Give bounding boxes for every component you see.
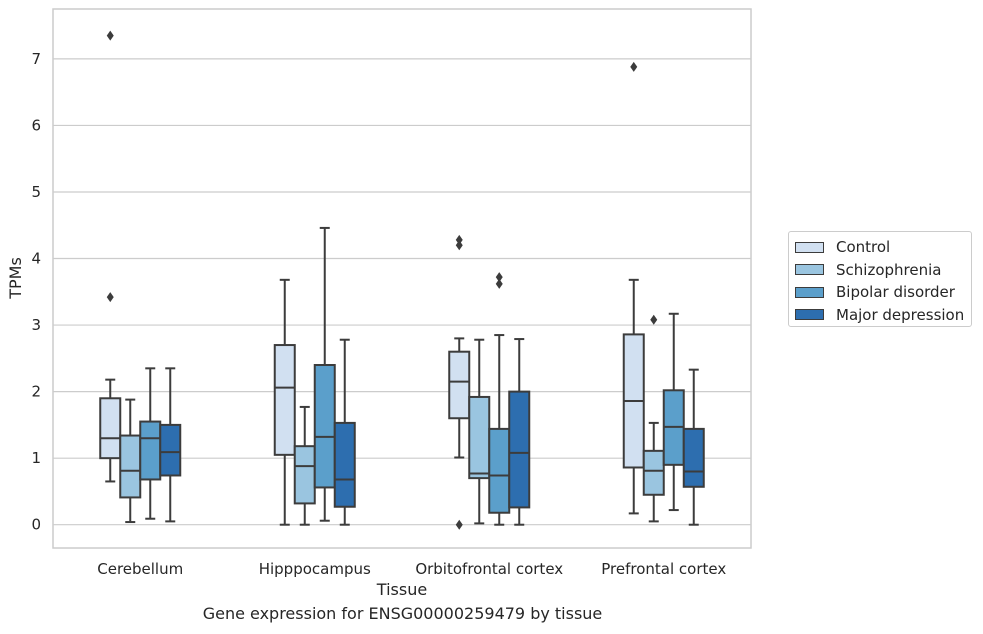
box-iqr	[468, 395, 491, 480]
x-tick-label: Cerebellum	[97, 560, 183, 578]
legend-swatch	[795, 264, 824, 276]
box-iqr	[642, 449, 665, 496]
boxes	[99, 30, 705, 530]
box-0-2	[139, 367, 162, 520]
box-iqr	[139, 420, 162, 481]
box-iqr	[293, 445, 316, 505]
legend-label: Major depression	[836, 305, 965, 324]
y-tick-label: 6	[31, 116, 41, 134]
y-tick-label: 5	[31, 183, 41, 201]
box-iqr	[99, 397, 122, 460]
box-3-2	[662, 312, 685, 512]
plot-frame	[52, 8, 752, 549]
box-iqr	[448, 350, 471, 420]
box-1-1	[293, 405, 316, 526]
box-1-0	[273, 278, 296, 526]
x-tick-label: Hipppocampus	[259, 560, 371, 578]
box-iqr	[682, 427, 705, 488]
box-iqr	[333, 421, 356, 508]
box-3-0	[622, 61, 645, 515]
y-tick-labels: 0 1 2 3 4 5 6 7	[31, 50, 41, 534]
legend-label: Bipolar disorder	[836, 283, 955, 302]
legend-swatch	[795, 286, 824, 298]
box-1-3	[333, 338, 356, 526]
box-iqr	[508, 390, 531, 509]
y-tick-label: 1	[31, 449, 41, 467]
box-2-3	[508, 338, 531, 526]
outlier-point	[455, 240, 463, 251]
box-2-2	[488, 272, 511, 526]
legend-label: Schizophrenia	[836, 260, 942, 279]
box-iqr	[119, 434, 142, 499]
box-iqr	[159, 423, 182, 477]
x-tick-label: Orbitofrontal cortex	[415, 560, 563, 578]
legend-item: Schizophrenia	[795, 259, 965, 282]
box-0-1	[119, 398, 142, 524]
box-3-1	[642, 314, 665, 523]
y-axis-title: TPMs	[6, 257, 25, 300]
box-2-0	[448, 234, 471, 530]
box-iqr	[488, 427, 511, 514]
legend: Control Schizophrenia Bipolar disorder Majo…	[788, 231, 972, 327]
y-tick-label: 2	[31, 383, 41, 401]
x-axis-title: Tissue	[376, 580, 427, 599]
outlier-point	[106, 292, 114, 303]
x-tick-label: Prefrontal cortex	[601, 560, 726, 578]
y-tick-label: 7	[31, 50, 41, 68]
outlier-point	[106, 30, 114, 41]
box-0-3	[159, 367, 182, 523]
box-1-2	[313, 226, 336, 522]
box-2-1	[468, 338, 491, 525]
legend-item: Major depression	[795, 304, 965, 327]
x-tick-labels: Cerebellum Hipppocampus Orbitofrontal cort…	[97, 560, 726, 578]
legend-swatch	[795, 241, 824, 253]
y-tick-label: 4	[31, 250, 41, 268]
outlier-point	[495, 272, 503, 283]
outlier-point	[650, 314, 658, 325]
y-tick-label: 0	[31, 516, 41, 534]
figure-caption: Gene expression for ENSG00000259479 by t…	[202, 604, 603, 623]
legend-item: Bipolar disorder	[795, 281, 965, 304]
outlier-point	[455, 519, 463, 530]
box-3-3	[682, 368, 705, 526]
legend-swatch	[795, 309, 824, 321]
box-0-0	[99, 30, 122, 483]
y-tick-label: 3	[31, 316, 41, 334]
box-iqr	[273, 344, 296, 456]
outlier-point	[455, 234, 463, 245]
box-iqr	[313, 364, 336, 489]
legend-item: Control	[795, 236, 965, 259]
legend-label: Control	[836, 238, 891, 257]
outlier-point	[630, 61, 638, 72]
outlier-point	[495, 278, 503, 289]
